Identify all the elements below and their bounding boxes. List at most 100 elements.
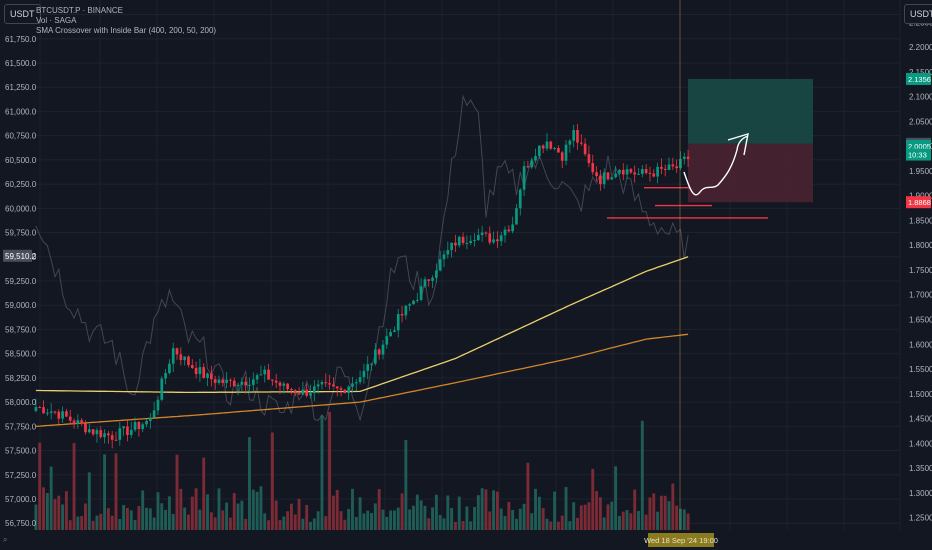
volume-bar	[156, 492, 160, 530]
volume-bar	[446, 495, 450, 530]
volume-bar	[57, 495, 61, 530]
volume-bar	[270, 432, 274, 530]
volume-bar	[480, 488, 484, 530]
indicator-legend-volume[interactable]: Vol · SAGA	[36, 16, 77, 25]
volume-bar	[686, 513, 690, 530]
volume-bar	[526, 462, 530, 530]
left-axis-tick-label: 57,250.0	[5, 471, 37, 480]
candle-body	[335, 386, 339, 389]
candle-body	[148, 417, 152, 421]
volume-bar	[667, 501, 671, 530]
right-axis-tick-label: 1.8500	[909, 216, 932, 225]
volume-bar	[621, 511, 625, 530]
volume-bar	[236, 503, 240, 530]
right-axis-tick-label: 1.4000	[909, 439, 932, 448]
candle-body	[465, 242, 469, 244]
left-axis-tick-label: 57,750.0	[5, 422, 37, 431]
volume-bar	[476, 495, 480, 530]
candle-body	[362, 370, 366, 378]
volume-bar	[228, 517, 232, 530]
volume-bar	[392, 510, 396, 530]
volume-bar	[377, 488, 381, 530]
candle-body	[496, 239, 499, 242]
candle-body	[38, 407, 42, 409]
volume-bar	[309, 521, 312, 530]
volume-bar	[316, 511, 320, 530]
volume-bar	[240, 500, 244, 530]
volume-bar	[351, 488, 354, 530]
volume-bar	[99, 513, 103, 530]
volume-bar	[282, 516, 286, 530]
volume-bar	[297, 498, 301, 530]
right-axis-badge	[906, 148, 931, 161]
candle-body	[263, 369, 267, 375]
volume-bar	[358, 497, 362, 530]
candle-body	[248, 384, 251, 386]
volume-bar	[438, 514, 442, 530]
left-unit-button[interactable]: USDT	[4, 4, 41, 24]
left-axis-tick-label: 59,250.0	[5, 277, 37, 286]
volume-bar	[560, 515, 564, 530]
candle-body	[91, 429, 95, 435]
volume-bar	[213, 517, 217, 530]
candle-body	[347, 386, 350, 394]
candle-body	[217, 379, 221, 383]
candle-body	[236, 384, 240, 387]
volume-bar	[682, 509, 686, 530]
volume-bar	[95, 515, 99, 530]
candle-body	[633, 172, 637, 175]
volume-bar	[587, 502, 591, 530]
volume-bar	[125, 507, 129, 530]
volume-bar	[614, 466, 618, 530]
symbol-legend[interactable]: BTCUSDT.P · BINANCE	[36, 6, 123, 15]
candle-body	[473, 240, 476, 242]
right-axis-tick-label: 1.5500	[909, 365, 932, 374]
left-axis-tick-label: 60,000.0	[5, 204, 37, 213]
volume-bar	[202, 457, 206, 530]
volume-bar	[244, 518, 248, 530]
candle-body	[492, 239, 495, 243]
candle-body	[522, 166, 526, 190]
candle-body	[34, 407, 38, 411]
volume-bar	[427, 518, 431, 530]
volume-bar	[579, 505, 583, 530]
volume-bar	[209, 512, 213, 530]
candle-body	[557, 148, 560, 153]
volume-bar	[675, 505, 679, 530]
right-axis-tick-label: 1.4500	[909, 415, 932, 424]
right-axis-tick-label: 1.8000	[909, 241, 932, 250]
volume-bar	[335, 490, 339, 530]
candle-body	[202, 367, 206, 379]
volume-bar	[61, 504, 65, 530]
volume-bar	[366, 510, 370, 530]
volume-bar	[495, 491, 499, 530]
candle-body	[656, 166, 659, 177]
right-axis-tick-label: 1.6500	[909, 315, 932, 324]
volume-bar	[598, 497, 602, 530]
volume-bar	[404, 440, 408, 530]
volume-bars	[34, 411, 690, 530]
volume-bar	[457, 496, 461, 530]
volume-bar	[339, 511, 343, 530]
right-unit-button[interactable]: USDT	[904, 4, 932, 24]
volume-bar	[373, 503, 377, 530]
volume-bar	[72, 443, 76, 530]
saga-overlay-line	[35, 94, 689, 422]
candle-body	[381, 344, 385, 355]
indicator-legend-sma-crossover[interactable]: SMA Crossover with Inside Bar (400, 200,…	[36, 26, 217, 35]
candle-body	[72, 420, 76, 424]
candle-body	[194, 367, 198, 375]
candle-body	[282, 383, 286, 386]
candle-body	[49, 411, 53, 413]
volume-bar	[453, 521, 457, 530]
timezone-icon[interactable]: ⌕	[3, 535, 8, 544]
right-axis-tick-label: 1.5000	[909, 390, 932, 399]
volume-bar	[255, 491, 259, 530]
candle-body	[175, 348, 179, 355]
profit-zone	[688, 78, 813, 144]
volume-bar	[385, 516, 389, 530]
volume-bar	[568, 521, 572, 530]
candle-body	[312, 386, 316, 394]
right-axis-tick-label: 1.2500	[909, 514, 932, 523]
